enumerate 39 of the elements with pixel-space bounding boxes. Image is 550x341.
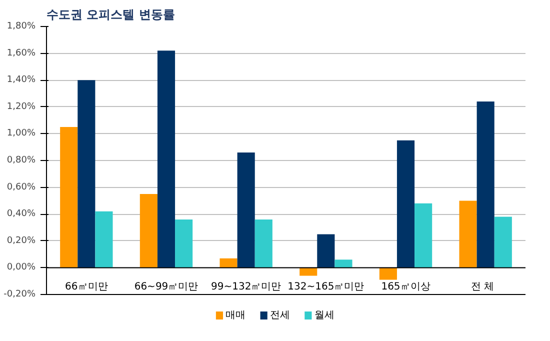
legend-label: 매매 — [226, 310, 246, 321]
bar — [317, 234, 335, 268]
y-tick-label: 0,40% — [6, 209, 36, 220]
bar — [334, 260, 352, 268]
legend-label: 월세 — [314, 310, 334, 321]
x-tick-label: 전 체 — [470, 281, 494, 292]
y-tick-label: 1,80% — [6, 22, 36, 32]
bar — [476, 102, 494, 268]
y-tick-label: 1,00% — [6, 128, 36, 139]
bar — [95, 211, 113, 268]
bar — [300, 268, 318, 276]
y-tick-label: 0,80% — [6, 156, 36, 166]
y-tick-label: 1,40% — [6, 75, 36, 86]
y-tick-label: 1,60% — [6, 48, 36, 58]
bar — [175, 219, 193, 268]
x-tick-label: 99~132㎡미만 — [210, 281, 282, 292]
y-tick-label: -0,20% — [4, 290, 36, 300]
x-tick-label: 165㎡이상 — [381, 281, 430, 292]
bar — [494, 216, 512, 268]
x-tick-label: 66㎡미만 — [65, 281, 108, 292]
y-tick-label: 1,20% — [6, 102, 36, 112]
bar — [140, 194, 158, 268]
bar — [379, 268, 397, 280]
bar — [396, 140, 415, 268]
bar — [237, 152, 255, 268]
bar — [254, 219, 272, 268]
legend-label: 전세 — [270, 310, 290, 321]
y-tick-label: 0,60% — [6, 182, 36, 192]
x-tick-label: 66~99㎡미만 — [134, 281, 198, 292]
bar — [414, 203, 432, 268]
bar — [60, 127, 78, 268]
chart-title: 수도권 오피스텔 변동률 — [46, 8, 175, 22]
bar — [157, 50, 176, 268]
bar — [78, 80, 96, 268]
bar — [220, 258, 238, 268]
y-tick-label: 0,20% — [6, 236, 36, 246]
x-tick-label: 132~165㎡미만 — [288, 281, 364, 292]
y-tick-label: 0,00% — [6, 262, 36, 273]
bar — [459, 200, 477, 268]
